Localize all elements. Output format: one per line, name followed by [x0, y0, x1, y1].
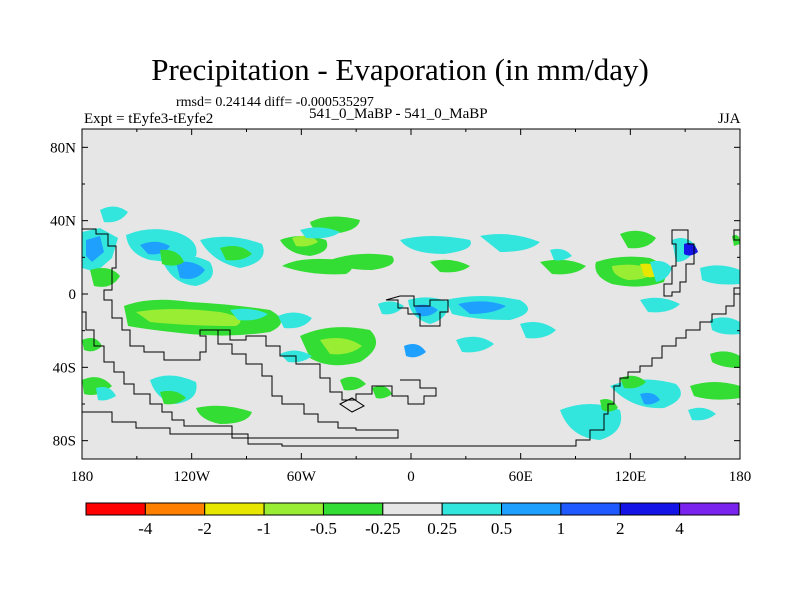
colorbar-swatch: [560, 502, 621, 516]
colorbar-swatch: [679, 502, 740, 516]
stats-label: rmsd= 0.24144 diff= -0.000535297: [176, 95, 374, 110]
x-tick-label: 180: [729, 469, 752, 485]
y-axis: 80N 40N 0 40S 80S: [50, 140, 740, 450]
colorbar-swatch: [382, 502, 443, 516]
expt-label: Expt = tEyfe3-tEyfe2: [84, 111, 214, 127]
colorbar-label: 1: [557, 519, 566, 538]
cases-label: 541_0_MaBP - 541_0_MaBP: [309, 106, 488, 122]
x-tick-label: 60W: [287, 469, 317, 485]
colorbar-swatch: [619, 502, 681, 516]
colorbar-swatch: [85, 502, 146, 516]
colorbar-swatch: [441, 502, 503, 516]
colorbar: -4 -2 -1 -0.5 -0.25 0.25 0.5 1 2 4: [85, 502, 740, 538]
colorbar-swatch: [204, 502, 265, 516]
y-tick-label: 0: [69, 287, 77, 303]
colorbar-label: 2: [616, 519, 625, 538]
x-tick-label: 0: [407, 469, 415, 485]
y-tick-label: 40S: [53, 360, 76, 376]
y-tick-label: 40N: [50, 214, 76, 230]
colorbar-label: -0.5: [310, 519, 337, 538]
colorbar-label: -4: [138, 519, 153, 538]
colorbar-label: -2: [198, 519, 212, 538]
colorbar-label: 0.25: [427, 519, 457, 538]
x-tick-label: 60E: [509, 469, 533, 485]
map-background: [82, 129, 740, 459]
colorbar-label: -1: [257, 519, 271, 538]
season-label: JJA: [718, 111, 741, 127]
colorbar-swatch: [322, 502, 384, 516]
chart-title: Precipitation - Evaporation (in mm/day): [151, 52, 649, 87]
x-tick-label: 120W: [173, 469, 211, 485]
x-tick-label: 120E: [614, 469, 646, 485]
colorbar-swatch: [263, 502, 324, 516]
x-tick-label: 180: [71, 469, 94, 485]
y-tick-label: 80N: [50, 140, 76, 156]
anomaly-patches: [82, 206, 740, 440]
coastlines: [82, 228, 740, 447]
colorbar-label: 4: [675, 519, 684, 538]
colorbar-label: -0.25: [365, 519, 400, 538]
colorbar-swatch: [501, 502, 562, 516]
y-tick-label: 80S: [53, 434, 76, 450]
colorbar-swatch: [144, 502, 206, 516]
x-axis: 180 120W 60W 0 60E 120E 180: [71, 129, 752, 485]
colorbar-label: 0.5: [491, 519, 512, 538]
